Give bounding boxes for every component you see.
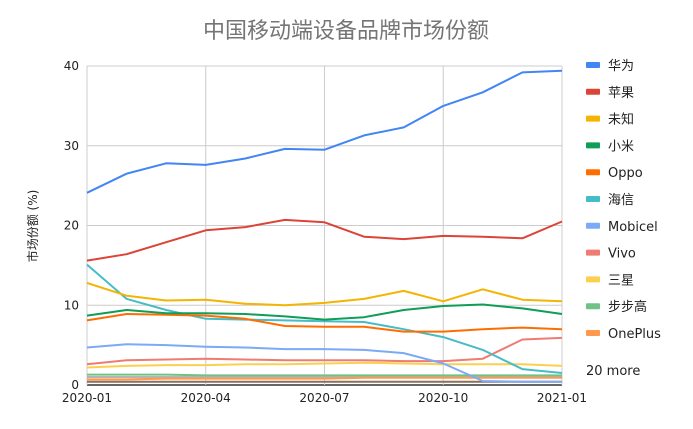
legend-swatch-9 [586,303,600,310]
legend-swatch-6 [586,222,600,229]
y-tick-label: 30 [64,139,79,153]
x-tick-label: 2020-04 [181,391,231,405]
x-tick-label: 2020-10 [418,391,468,405]
legend-label-0[interactable]: 华为 [608,59,634,74]
legend-label-1[interactable]: 苹果 [608,86,634,101]
series-line-0[interactable] [86,69,563,194]
legend-swatch-10 [586,330,600,336]
y-tick-label: 40 [64,59,79,73]
series-line-1[interactable] [86,218,563,262]
series-line-2[interactable] [86,281,563,307]
series-line-10[interactable] [87,376,562,381]
series-line-6[interactable] [86,343,562,383]
series-line-3[interactable] [86,303,563,321]
series-layer [86,69,563,383]
series-line-5[interactable] [86,263,563,374]
legend-label-2[interactable]: 未知 [608,112,634,128]
legend-label-6[interactable]: Mobicel [608,220,658,235]
legend-label-3[interactable]: 小米 [608,139,634,154]
legend-swatch-7 [586,249,600,256]
series-line-7[interactable] [86,336,563,366]
y-tick-label: 10 [64,298,79,312]
legend-more-link[interactable]: 20 more [586,364,640,379]
legend-swatch-8 [586,276,600,283]
x-tick-label: 2020-07 [299,391,349,405]
legend-swatch-5 [586,196,600,202]
legend-label-8[interactable]: 三星 [608,273,634,288]
series-line-9[interactable] [87,373,562,377]
series-line-8[interactable] [86,361,563,369]
legend-label-9[interactable]: 步步高 [608,299,647,315]
legend-swatch-0 [586,62,600,68]
x-tick-label: 2021-01 [537,391,587,405]
series-line-4[interactable] [86,313,563,333]
legend-swatch-3 [586,142,600,149]
legend-swatch-1 [586,88,600,95]
y-tick-label: 0 [71,378,79,392]
legend-label-4[interactable]: Oppo [608,166,643,181]
y-axis-label: 市场份额 (%) [25,190,40,263]
legend-label-10[interactable]: OnePlus [608,327,661,342]
x-tick-label: 2020-01 [62,391,112,405]
legend-label-5[interactable]: 海信 [608,193,634,208]
grid-layer: 0 10 20 30 40 2020-01 2020-04 2020-07 2020-10 202… [62,59,587,405]
chart-title: 中国移动端设备品牌市场份额 [203,19,489,44]
legend-label-7[interactable]: Vivo [608,247,636,262]
y-tick-label: 20 [64,219,79,233]
legend-swatch-4 [586,169,600,176]
legend-swatch-2 [586,115,600,122]
